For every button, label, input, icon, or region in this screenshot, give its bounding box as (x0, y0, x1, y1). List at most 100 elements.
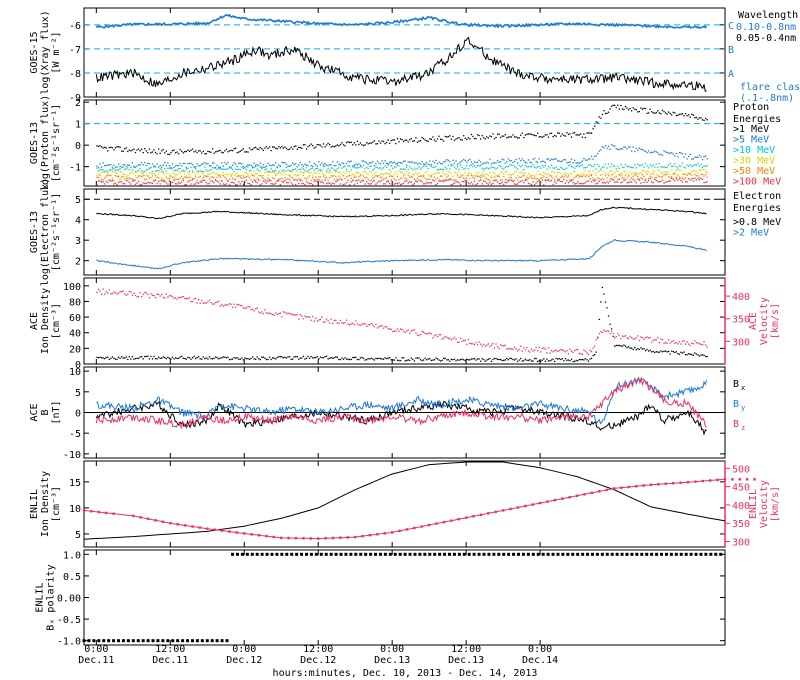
data-point (376, 182, 379, 184)
data-point (119, 357, 121, 360)
data-point (216, 301, 218, 303)
data-point (527, 182, 530, 184)
data-point (355, 176, 357, 178)
data-point (615, 148, 617, 150)
data-point (607, 174, 610, 177)
data-point (601, 331, 604, 334)
data-point (634, 347, 636, 349)
data-point (338, 322, 340, 324)
right-y-tick-label-enlil_plasma: 450 (732, 483, 750, 494)
data-point (137, 175, 140, 177)
data-point (386, 141, 388, 144)
data-point (549, 175, 551, 177)
data-point (487, 174, 490, 177)
data-point (606, 177, 608, 179)
data-point (113, 183, 115, 185)
data-point (503, 176, 505, 178)
data-point (643, 175, 645, 177)
data-point (444, 166, 446, 168)
data-point (230, 175, 232, 177)
data-point (122, 166, 124, 168)
data-point (664, 552, 668, 556)
data-point (267, 171, 269, 173)
data-point (302, 168, 305, 170)
data-point (404, 360, 406, 362)
data-point (231, 306, 234, 308)
data-point (324, 356, 326, 358)
data-point (498, 133, 500, 135)
data-point (196, 170, 198, 172)
data-point (498, 175, 500, 178)
data-point (275, 172, 277, 174)
data-point (489, 167, 491, 169)
data-point (544, 179, 547, 181)
data-point (220, 529, 224, 532)
data-point (513, 183, 516, 185)
data-point (102, 147, 104, 149)
data-point (114, 166, 117, 169)
data-point (607, 163, 610, 165)
data-point (507, 348, 510, 350)
data-point (396, 164, 399, 167)
data-point (526, 552, 530, 556)
data-point (557, 178, 559, 180)
data-point (516, 174, 519, 177)
data-point (555, 357, 557, 360)
data-point (661, 172, 664, 174)
data-point (290, 164, 292, 167)
y-tick-label-enlil_plasma: 15 (69, 478, 81, 489)
data-point (441, 168, 443, 170)
data-point (350, 181, 352, 183)
data-point (390, 359, 392, 361)
data-point (529, 359, 531, 361)
data-point (301, 357, 303, 359)
data-point (231, 177, 234, 179)
data-point (552, 135, 554, 138)
data-point (424, 172, 426, 174)
data-point (446, 168, 448, 170)
data-point (194, 357, 197, 360)
data-point (422, 163, 425, 165)
data-point (507, 359, 510, 361)
data-point (701, 173, 704, 176)
data-point (526, 133, 528, 136)
data-point (581, 160, 583, 162)
data-point (392, 167, 394, 170)
data-point (703, 354, 705, 357)
data-point (367, 143, 369, 145)
data-point (174, 152, 177, 154)
data-point (441, 175, 443, 177)
data-point (604, 182, 607, 184)
data-point (142, 182, 144, 184)
data-point (433, 176, 436, 178)
data-point (706, 171, 708, 174)
data-point (97, 639, 101, 643)
data-point (649, 173, 651, 175)
data-point (671, 165, 673, 168)
data-point (125, 356, 127, 358)
data-point (214, 151, 217, 153)
data-point (136, 639, 140, 643)
data-point (399, 168, 402, 170)
data-point (268, 179, 271, 182)
data-point (643, 149, 645, 152)
data-point (271, 183, 274, 185)
data-point (655, 111, 657, 114)
data-point (173, 166, 175, 168)
data-point (689, 344, 691, 347)
data-point (455, 172, 457, 174)
data-point (235, 552, 239, 556)
data-point (364, 323, 366, 325)
data-point (344, 357, 346, 359)
data-point (422, 176, 425, 178)
data-point (658, 162, 661, 165)
data-point (312, 167, 314, 169)
data-point (242, 307, 245, 309)
data-point (390, 179, 392, 181)
data-point (651, 341, 653, 343)
data-point (358, 175, 360, 178)
data-point (506, 170, 508, 173)
data-point (344, 178, 346, 180)
data-point (618, 344, 620, 347)
data-point (258, 311, 260, 313)
